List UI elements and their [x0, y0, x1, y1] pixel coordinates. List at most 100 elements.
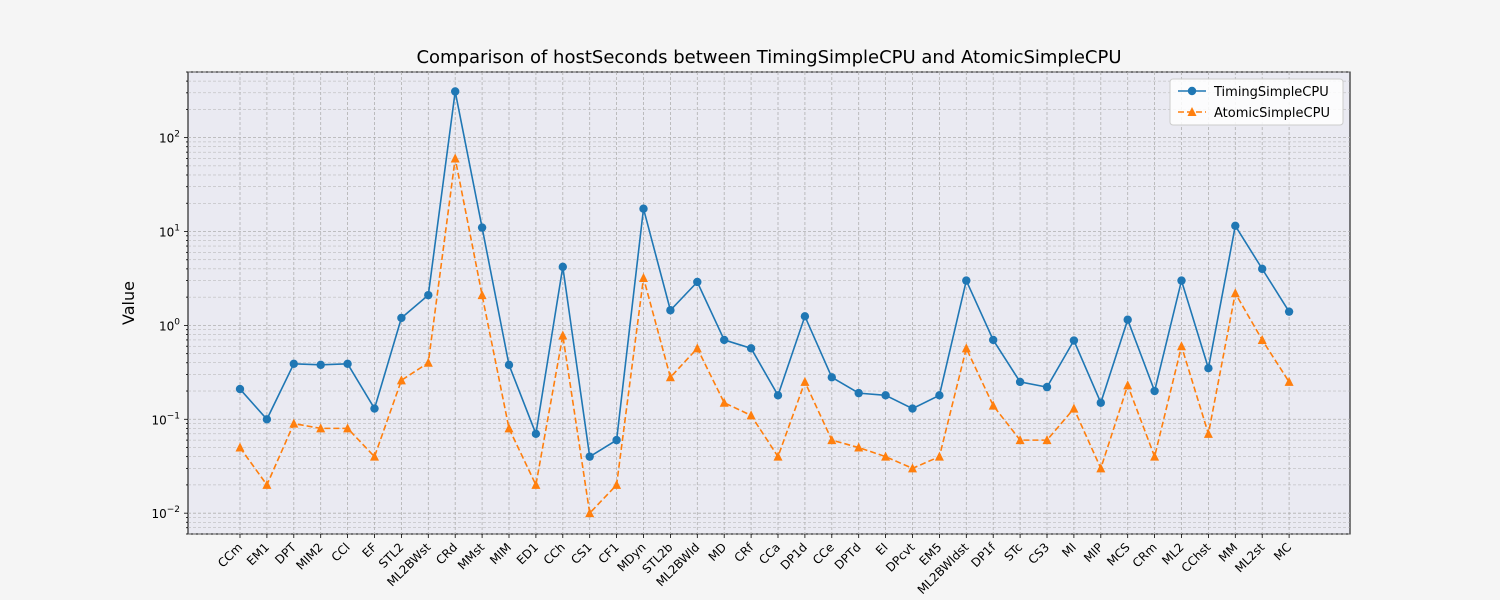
data-point-TimingSimpleCPU — [773, 391, 783, 400]
y-tick-label: 10−2 — [151, 505, 180, 521]
data-point-TimingSimpleCPU — [262, 415, 272, 424]
x-tick-label: CS3 — [1026, 540, 1053, 567]
data-point-AtomicSimpleCPU — [1042, 435, 1052, 445]
x-tick-label: DPTd — [832, 540, 864, 572]
x-tick-label: CCl — [329, 540, 353, 564]
data-point-TimingSimpleCPU — [1204, 364, 1213, 373]
data-point-AtomicSimpleCPU — [639, 272, 648, 282]
data-point-TimingSimpleCPU — [962, 276, 971, 285]
x-tick-label: STc — [1002, 540, 1026, 564]
data-point-TimingSimpleCPU — [666, 306, 675, 315]
data-point-TimingSimpleCPU — [827, 373, 836, 382]
data-point-AtomicSimpleCPU — [289, 418, 299, 428]
data-point-TimingSimpleCPU — [908, 404, 917, 413]
data-point-AtomicSimpleCPU — [370, 451, 379, 461]
legend-box — [1169, 78, 1344, 126]
y-tick-base: 10 — [151, 507, 166, 521]
data-point-AtomicSimpleCPU — [854, 442, 864, 452]
data-point-TimingSimpleCPU — [289, 359, 298, 368]
y-tick-exponent: −1 — [167, 411, 180, 421]
legend-label-TimingSimpleCPU: TimingSimpleCPU — [1213, 85, 1329, 100]
x-tick-label: MIM — [487, 540, 514, 567]
data-point-AtomicSimpleCPU — [746, 410, 756, 420]
x-tick-label: CChst — [1179, 540, 1214, 575]
chart-title: Comparison of hostSeconds between Timing… — [416, 47, 1121, 68]
data-point-TimingSimpleCPU — [397, 313, 406, 323]
grid — [188, 71, 1350, 535]
data-point-AtomicSimpleCPU — [450, 153, 460, 163]
data-point-TimingSimpleCPU — [800, 312, 810, 321]
data-point-TimingSimpleCPU — [1069, 336, 1079, 345]
data-point-TimingSimpleCPU — [1042, 382, 1052, 392]
data-point-AtomicSimpleCPU — [1150, 451, 1160, 461]
data-point-TimingSimpleCPU — [989, 335, 998, 345]
x-tick-label: EI — [873, 540, 891, 558]
data-point-TimingSimpleCPU — [639, 204, 648, 213]
data-point-TimingSimpleCPU — [854, 388, 863, 398]
data-point-TimingSimpleCPU — [1096, 398, 1106, 407]
data-point-AtomicSimpleCPU — [827, 435, 837, 445]
data-point-AtomicSimpleCPU — [773, 451, 783, 461]
data-point-AtomicSimpleCPU — [585, 508, 595, 518]
y-tick-base: 10 — [151, 413, 166, 427]
x-tick-label: CCh — [541, 540, 568, 567]
x-tick-label: MCS — [1104, 540, 1133, 569]
x-tick-label: MI — [1059, 540, 1079, 560]
data-point-AtomicSimpleCPU — [800, 376, 810, 386]
data-point-AtomicSimpleCPU — [1230, 288, 1240, 298]
data-point-AtomicSimpleCPU — [235, 442, 245, 452]
data-point-TimingSimpleCPU — [477, 223, 487, 232]
data-point-TimingSimpleCPU — [612, 435, 621, 445]
legend-marker-AtomicSimpleCPU — [1187, 107, 1197, 116]
y-tick-base: 10 — [159, 319, 174, 333]
data-point-TimingSimpleCPU — [746, 344, 756, 353]
data-point-AtomicSimpleCPU — [665, 372, 675, 382]
data-point-AtomicSimpleCPU — [934, 451, 944, 461]
data-point-TimingSimpleCPU — [1177, 276, 1186, 285]
legend-label-AtomicSimpleCPU: AtomicSimpleCPU — [1214, 106, 1330, 121]
data-point-TimingSimpleCPU — [1150, 386, 1159, 396]
data-point-AtomicSimpleCPU — [1069, 403, 1079, 413]
data-point-TimingSimpleCPU — [1231, 221, 1240, 231]
x-tick-label: MMst — [455, 540, 487, 572]
data-point-AtomicSimpleCPU — [692, 343, 702, 353]
data-point-TimingSimpleCPU — [316, 360, 325, 370]
data-point-TimingSimpleCPU — [531, 429, 541, 439]
y-tick-label: 102 — [159, 130, 180, 146]
data-point-TimingSimpleCPU — [1258, 264, 1267, 274]
x-tick-label: CRm — [1130, 540, 1160, 570]
data-point-TimingSimpleCPU — [585, 452, 594, 461]
data-point-TimingSimpleCPU — [693, 277, 702, 287]
y-tick-base: 10 — [159, 132, 174, 146]
x-tick-label: DP1d — [778, 540, 810, 572]
x-tick-label: ML2st — [1232, 540, 1267, 575]
y-tick-exponent: 2 — [174, 130, 180, 140]
y-tick-label: 101 — [159, 224, 180, 240]
data-point-AtomicSimpleCPU — [1257, 334, 1267, 344]
data-point-TimingSimpleCPU — [370, 404, 379, 413]
data-point-AtomicSimpleCPU — [1177, 341, 1186, 351]
legend-marker-TimingSimpleCPU — [1187, 86, 1197, 96]
x-tick-label: EF — [359, 540, 379, 560]
data-point-AtomicSimpleCPU — [1284, 376, 1294, 386]
data-point-AtomicSimpleCPU — [881, 451, 891, 461]
data-point-TimingSimpleCPU — [1123, 315, 1132, 324]
data-point-AtomicSimpleCPU — [477, 290, 487, 300]
data-point-AtomicSimpleCPU — [343, 423, 353, 433]
data-point-AtomicSimpleCPU — [396, 375, 406, 385]
x-tick-label: MC — [1271, 540, 1294, 563]
y-tick-label: 100 — [159, 317, 180, 333]
data-point-TimingSimpleCPU — [1284, 307, 1294, 316]
legend: TimingSimpleCPU AtomicSimpleCPU — [1169, 78, 1344, 126]
data-point-AtomicSimpleCPU — [719, 397, 729, 407]
x-tick-label: CS1 — [568, 540, 595, 567]
data-point-AtomicSimpleCPU — [531, 479, 541, 489]
data-point-AtomicSimpleCPU — [1123, 380, 1133, 390]
data-point-AtomicSimpleCPU — [316, 423, 326, 433]
x-tick-label: CRf — [732, 540, 757, 565]
y-axis-label: Value — [119, 281, 138, 325]
series-line-TimingSimpleCPU — [239, 91, 1290, 458]
data-point-TimingSimpleCPU — [881, 391, 890, 400]
data-point-AtomicSimpleCPU — [961, 343, 971, 353]
data-point-AtomicSimpleCPU — [1015, 435, 1025, 445]
